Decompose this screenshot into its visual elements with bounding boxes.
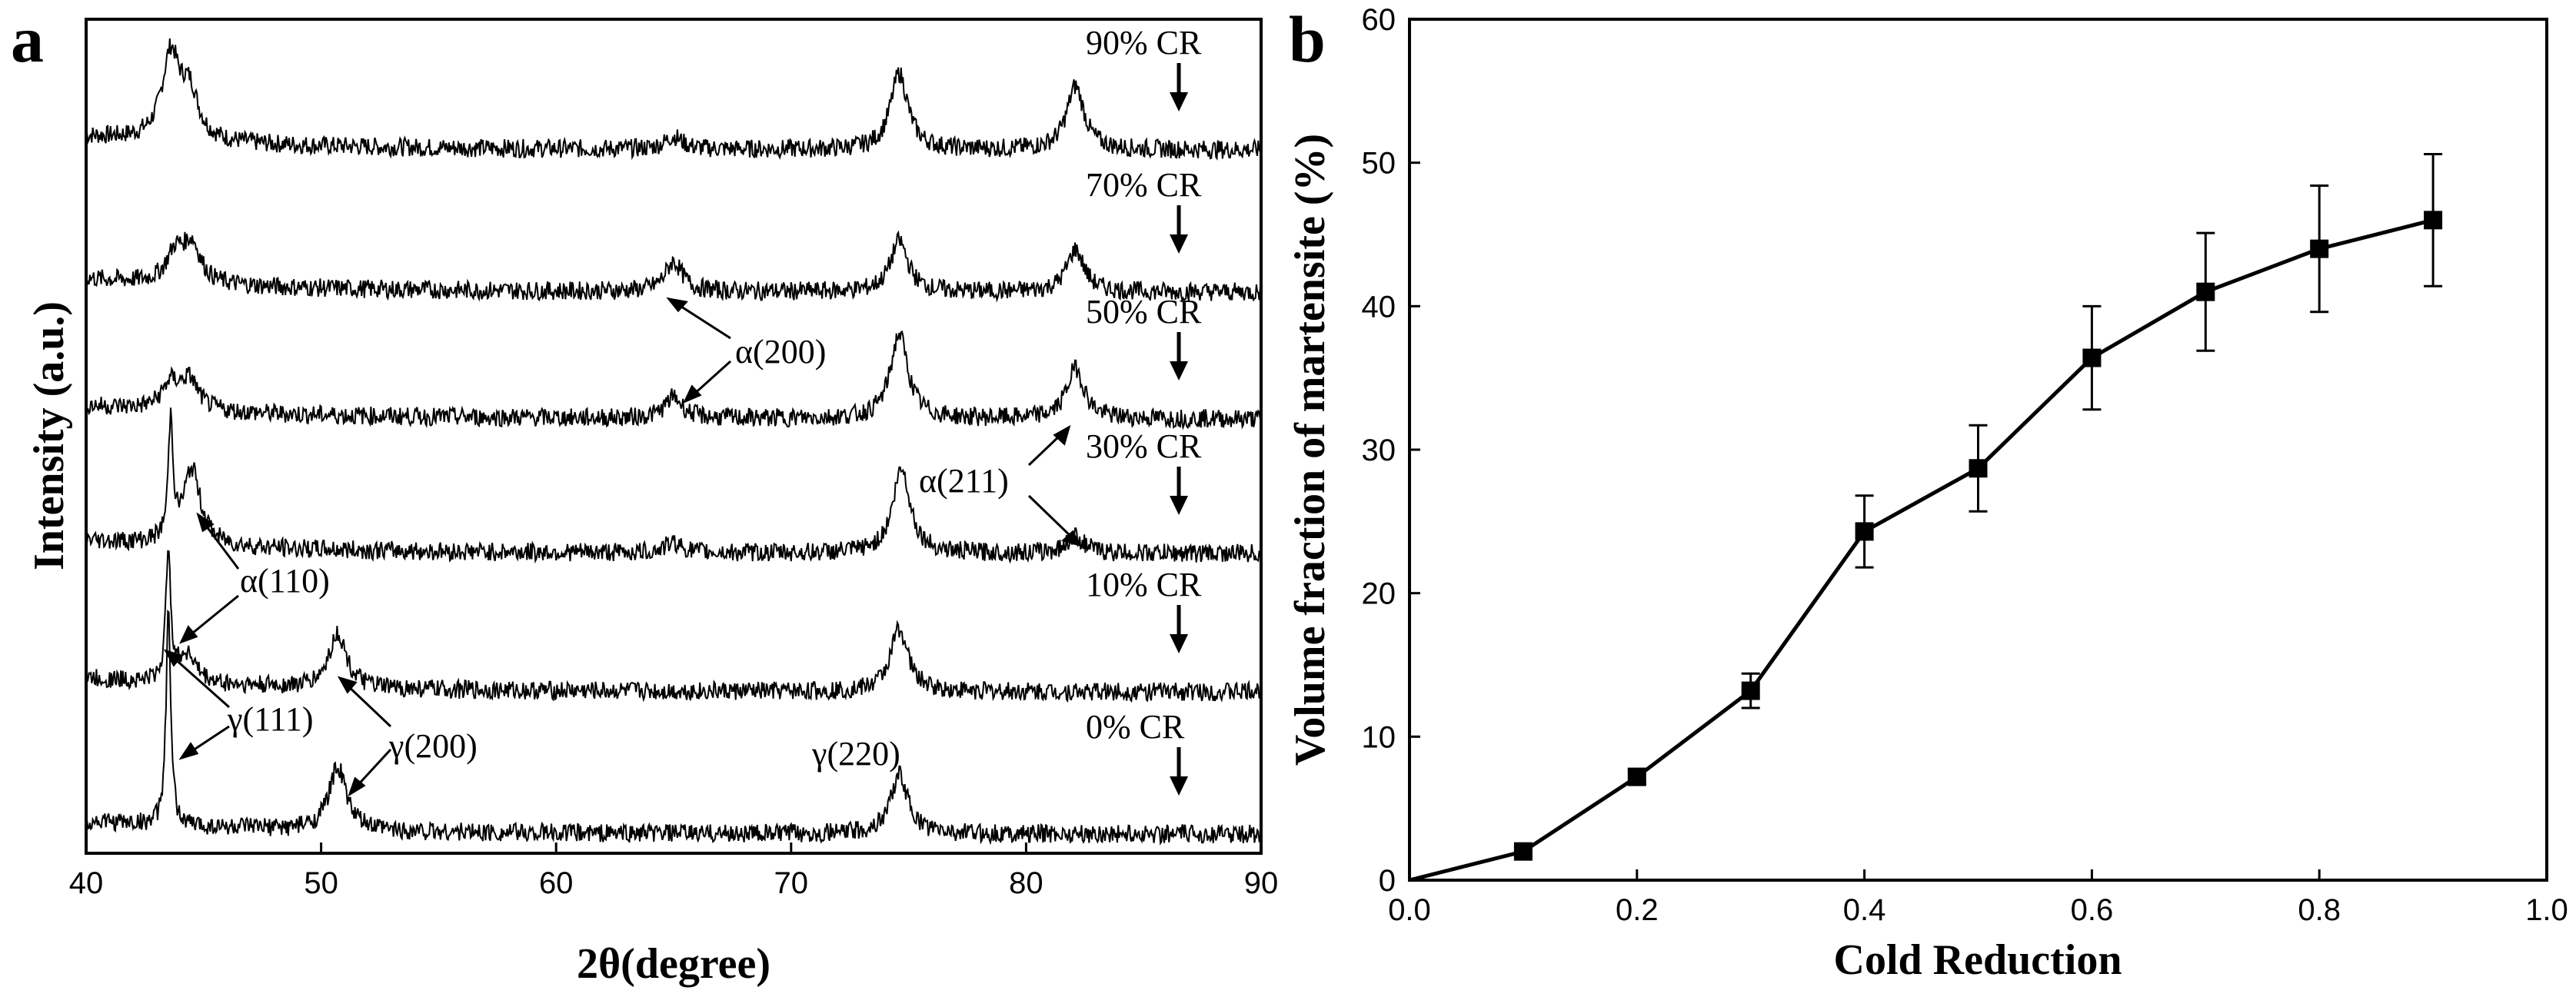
label-alpha-211: α(211) — [919, 462, 1009, 500]
label-gamma-220: γ(220) — [811, 735, 900, 773]
alpha-110-arrowhead-2 — [179, 625, 198, 644]
b-x-tick-label: 0.0 — [1388, 893, 1431, 927]
alpha-110-arrow-2 — [188, 594, 239, 638]
gamma-111-arrowhead-2 — [178, 742, 199, 760]
cr-arrow-head — [1170, 361, 1189, 381]
panel-b-series — [1409, 152, 2443, 882]
b-y-tick-label: 20 — [1362, 577, 1396, 611]
b-x-tick-label: 0.6 — [2071, 893, 2114, 927]
b-x-tick-label: 0.4 — [1843, 893, 1886, 927]
cr-label: 30% CR — [1086, 427, 1202, 465]
gamma-200-arrow-2 — [354, 748, 392, 789]
alpha-211-arrowhead-1 — [1053, 424, 1071, 446]
xrd-trace-10CR — [85, 550, 1262, 703]
panel-a-traces — [85, 38, 1262, 846]
a-x-tick-label: 60 — [539, 866, 574, 900]
xrd-trace-70CR — [85, 230, 1262, 304]
alpha-200-arrowhead-2 — [682, 384, 702, 404]
panel-b-x-ticks: 0.0 0.2 0.4 0.6 0.8 1.0 — [1388, 869, 2568, 927]
panel-b-y-ticks: 0 10 20 30 40 50 60 — [1362, 3, 1420, 898]
b-x-tick-label: 0.2 — [1616, 893, 1659, 927]
alpha-200-arrowhead-1 — [666, 297, 688, 313]
alpha-211-arrowhead-2 — [1061, 530, 1082, 547]
data-point — [1855, 522, 1874, 541]
panel-a-plot-frame — [85, 18, 1263, 855]
b-y-tick-label: 50 — [1362, 147, 1396, 181]
data-point — [1741, 681, 1760, 700]
xrd-trace-30CR — [85, 407, 1262, 564]
alpha-110-arrow-1 — [202, 522, 240, 570]
cr-label: 90% CR — [1086, 24, 1202, 61]
cr-arrow-head — [1170, 776, 1189, 796]
gamma-200-arrowhead-2 — [348, 776, 366, 797]
panel-a-y-axis-title: Intensity (a.u.) — [25, 301, 73, 570]
cr-arrow-head — [1170, 234, 1189, 254]
panel-a-x-axis-title: 2θ(degree) — [577, 940, 770, 988]
label-alpha-110: α(110) — [240, 562, 330, 600]
alpha-200-arrow-1 — [676, 302, 731, 340]
label-alpha-200: α(200) — [735, 333, 826, 371]
panel-b-x-axis-title: Cold Reduction — [1834, 936, 2122, 984]
cr-label: 0% CR — [1086, 708, 1185, 746]
data-point — [2424, 211, 2443, 230]
panel-a-xrd-chart: a 40 50 60 70 80 90 90% CR 70% CR 50% CR 30% CR 1… — [11, 2, 1278, 988]
gamma-200-arrow-1 — [344, 683, 392, 728]
data-point — [2082, 348, 2102, 367]
panel-letter-b: b — [1289, 2, 1326, 76]
cr-arrow-head — [1170, 634, 1189, 653]
cr-arrow-head — [1170, 92, 1189, 111]
xrd-trace-90CR — [85, 38, 1262, 161]
alpha-211-arrow-1 — [1027, 433, 1063, 467]
data-point — [1627, 767, 1646, 786]
label-gamma-111: γ(111) — [227, 700, 313, 738]
panel-a-annotation-labels: α(200) α(211) α(110) γ(111) γ(200) γ(220… — [227, 333, 1009, 773]
panel-a-cr-labels: 90% CR 70% CR 50% CR 30% CR 10% CR 0% CR — [1086, 24, 1202, 796]
gamma-111-arrow-1 — [172, 656, 230, 709]
panel-b-y-axis-title: Volume fraction of martensite (%) — [1286, 134, 1334, 766]
alpha-211-arrow-2 — [1027, 494, 1074, 540]
data-point — [1513, 842, 1533, 861]
a-x-tick-label: 90 — [1244, 866, 1279, 900]
b-x-tick-label: 1.0 — [2525, 893, 2568, 927]
martensite-line — [1409, 218, 2434, 882]
a-x-tick-label: 70 — [774, 866, 809, 900]
xrd-trace-0CR — [85, 609, 1262, 846]
panel-letter-a: a — [11, 2, 44, 76]
data-point — [2196, 282, 2215, 301]
a-x-tick-label: 50 — [304, 866, 338, 900]
alpha-200-arrow-2 — [691, 360, 732, 397]
cr-arrow-head — [1170, 496, 1189, 515]
cr-label: 50% CR — [1086, 293, 1202, 331]
panel-b-martensite-chart: b 0.0 0.2 0.4 0.6 0.8 1.0 0 10 20 30 40 50 60 Cold … — [1286, 2, 2568, 984]
b-y-tick-label: 60 — [1362, 3, 1396, 37]
cr-label: 10% CR — [1086, 566, 1202, 603]
gamma-111-arrowhead-1 — [163, 649, 184, 667]
panel-a-x-ticks: 40 50 60 70 80 90 — [69, 842, 1279, 900]
b-y-tick-label: 30 — [1362, 434, 1396, 467]
b-x-tick-label: 0.8 — [2298, 893, 2341, 927]
gamma-200-arrowhead-1 — [337, 676, 358, 694]
data-point — [1969, 459, 1988, 478]
data-point — [2310, 239, 2329, 258]
b-y-tick-label: 40 — [1362, 290, 1396, 324]
label-gamma-200: γ(200) — [388, 727, 478, 765]
a-x-tick-label: 80 — [1009, 866, 1043, 900]
a-x-tick-label: 40 — [69, 866, 104, 900]
b-y-tick-label: 0 — [1379, 864, 1396, 898]
alpha-110-arrowhead-1 — [196, 512, 215, 533]
b-y-tick-label: 10 — [1362, 720, 1396, 754]
xrd-trace-50CR — [85, 330, 1262, 430]
panel-a-annotations — [163, 297, 1082, 797]
cr-label: 70% CR — [1086, 166, 1202, 204]
